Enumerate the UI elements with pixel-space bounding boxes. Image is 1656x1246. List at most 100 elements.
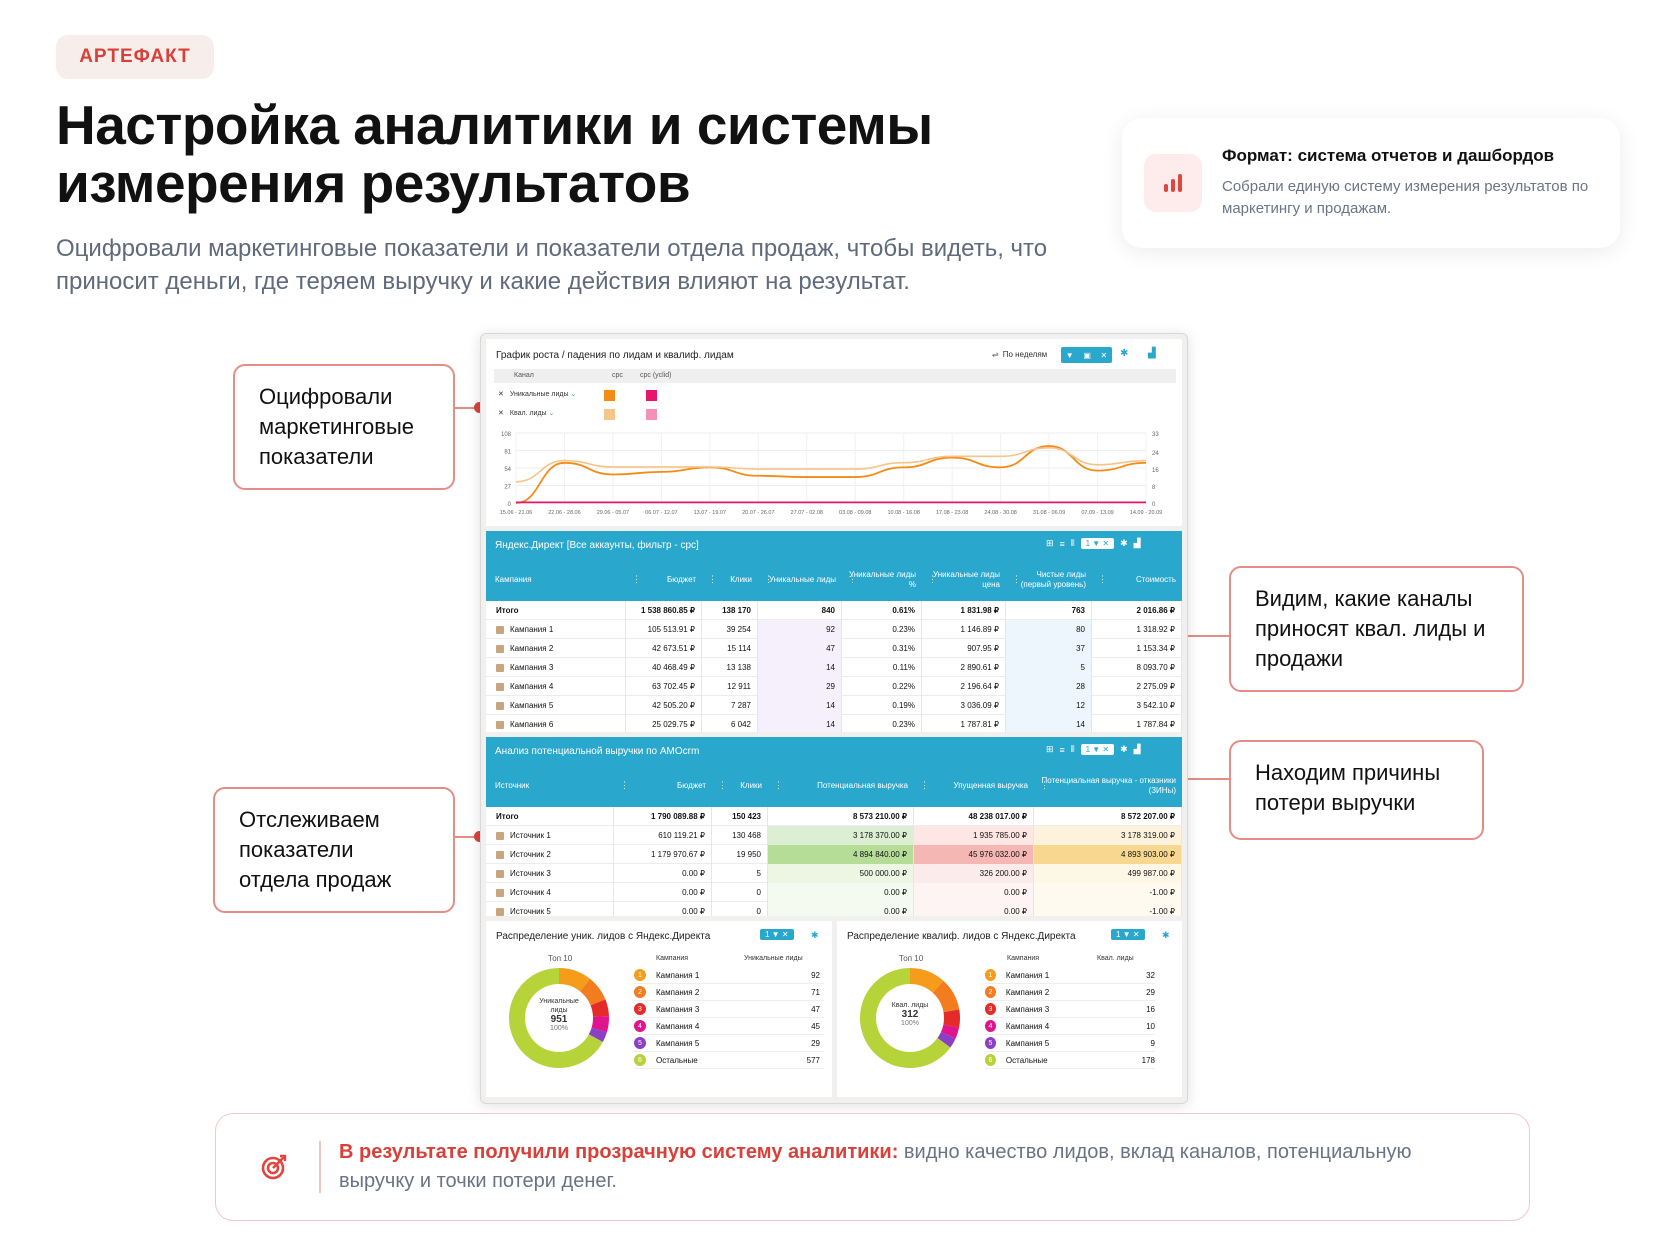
series-row-qual[interactable]: ✕ Квал. лиды ⌄ [498,410,555,417]
column-menu-icon[interactable]: ⋮ [774,780,783,790]
sort-icon[interactable]: ≡ [1059,538,1065,549]
table-row[interactable]: Кампания 4 63 702.45 ₽12 911 29 0.22% 2 196.… [486,677,1182,696]
legend-row[interactable]: 2 Кампания 2 29 [985,984,1155,1001]
table-row[interactable]: Кампания 5 42 505.20 ₽7 287 14 0.19% 3 036.0… [486,696,1182,715]
chart-type-icon[interactable]: ▟ [1133,538,1141,548]
legend-value: 9 [1150,1038,1155,1048]
table-cell: 47 [758,639,842,658]
column-menu-icon[interactable]: ⋮ [928,574,937,584]
period-selector[interactable]: ⇌ По неделям [992,350,1048,359]
campaign-icon [496,644,504,653]
column-header[interactable]: Потенциальная выручка - отказники (ЗИНы) [1041,776,1176,795]
table-cell: Кампания 3 [486,658,626,677]
legend-row[interactable]: 5 Кампания 5 29 [634,1035,824,1052]
legend-value: 10 [1146,1021,1155,1031]
table-cell: 1 146.89 ₽ [922,620,1006,639]
legend-row[interactable]: 2 Кампания 2 71 [634,984,824,1001]
columns-icon[interactable]: ⫴ [1070,744,1075,754]
legend-row[interactable]: 5 Кампания 5 9 [985,1035,1155,1052]
filter-chip[interactable]: 1 ▼ ✕ [1080,538,1115,549]
table-cell: Источник 4 [486,883,614,902]
table-cell: 3 036.09 ₽ [922,696,1006,715]
series-row-unique[interactable]: ✕ Уникальные лиды ⌄ [498,391,577,398]
columns-icon[interactable]: ▣ [1083,350,1091,360]
column-header[interactable]: Бюджет [677,781,706,790]
column-header[interactable]: Уникальные лиды % [849,570,916,589]
column-header[interactable]: Клики [730,575,752,584]
campaign-icon [496,682,504,691]
swatch-qual-cpc [604,409,615,420]
column-menu-icon[interactable]: ⋮ [718,780,727,790]
connector-dot [474,402,485,413]
legend-value: 178 [1141,1055,1155,1065]
column-header[interactable]: Уникальные лиды цена [933,570,1000,589]
column-header[interactable]: Источник [495,781,530,790]
column-menu-icon[interactable]: ⋮ [708,574,717,584]
column-menu-icon[interactable]: ⋮ [848,574,857,584]
table-row[interactable]: Источник 3 0.00 ₽5 500 000.00 ₽326 200.00 … [486,864,1182,883]
table-row[interactable]: Источник 5 0.00 ₽0 0.00 ₽0.00 ₽ -1.00 ₽ [486,902,1182,916]
table-cell: 1 935 785.00 ₽ [914,826,1034,845]
legend-row[interactable]: 4 Кампания 4 10 [985,1018,1155,1035]
filter-chip[interactable]: 1 ▼ ✕ [760,929,794,940]
column-header[interactable]: Кампания [495,575,532,584]
settings-icon[interactable]: ✱ [1120,348,1129,359]
result-card: В результате получили прозрачную систему… [215,1113,1530,1221]
legend-row[interactable]: 6 Остальные 577 [634,1052,824,1069]
column-menu-icon[interactable]: ⋮ [764,574,773,584]
column-menu-icon[interactable]: ⋮ [920,780,929,790]
column-header[interactable]: Бюджет [667,575,696,584]
column-header[interactable]: Чистые лиды (первый уровень) [1020,570,1086,589]
column-menu-icon[interactable]: ⋮ [632,574,641,584]
chart-type-icon[interactable]: ▟ [1133,744,1141,754]
chart-type-icon[interactable]: ▟ [1148,348,1156,359]
table-row[interactable]: Кампания 3 40 468.49 ₽13 138 14 0.11% 2 890.… [486,658,1182,677]
column-header[interactable]: Потенциальная выручка [817,781,908,790]
legend-row[interactable]: 1 Кампания 1 32 [985,967,1155,984]
legend-label: Кампания 1 [1005,970,1050,980]
filter-toolbar[interactable]: ▼ ▣ ✕ [1061,347,1112,363]
legend-row[interactable]: 3 Кампания 3 47 [634,1001,824,1018]
table-row[interactable]: Кампания 2 42 673.51 ₽15 114 47 0.31% 907.95… [486,639,1182,658]
table-cell: 19 950 [712,845,768,864]
column-menu-icon[interactable]: ⋮ [620,780,629,790]
column-menu-icon[interactable]: ⋮ [1012,574,1021,584]
add-icon[interactable]: ⊞ [1046,744,1054,754]
table-row[interactable]: Кампания 1 105 513.91 ₽39 254 92 0.23% 1 146… [486,620,1182,639]
table-row[interactable]: Источник 4 0.00 ₽0 0.00 ₽0.00 ₽ -1.00 ₽ [486,883,1182,902]
add-icon[interactable]: ⊞ [1046,538,1054,548]
legend-row[interactable]: 1 Кампания 1 92 [634,967,824,984]
settings-icon[interactable]: ✱ [1162,930,1170,940]
settings-icon[interactable]: ✱ [1120,538,1128,548]
filter-chip[interactable]: 1 ▼ ✕ [1111,929,1145,940]
total-row: Итого 1 538 860.85 ₽138 170 840 0.61% 1 831.… [486,601,1182,620]
legend-row[interactable]: 4 Кампания 4 45 [634,1018,824,1035]
legend-row[interactable]: 3 Кампания 3 16 [985,1001,1155,1018]
donut-slice [940,1024,960,1039]
settings-icon[interactable]: ✱ [811,930,819,940]
settings-icon[interactable]: ✱ [1120,744,1128,754]
column-header[interactable]: Стоимость [1135,575,1176,584]
callout-channels: Видим, какие каналы приносят квал. лиды … [1229,566,1524,692]
column-menu-icon[interactable]: ⋮ [1098,574,1107,584]
legend-row[interactable]: 6 Остальные 178 [985,1052,1155,1069]
column-header[interactable]: Клики [740,781,762,790]
column-header[interactable]: Упущенная выручка [953,781,1029,790]
close-icon[interactable]: ✕ [1100,350,1108,360]
filter-icon[interactable]: ▼ [1065,350,1074,360]
legend-label: Кампания 4 [1005,1021,1050,1031]
table-cell: 0.00 ₽ [768,902,914,916]
line-chart: 0 27 54 81 108 0 8 16 24 33 15.06 - 21.06 22.06 - 2… [500,432,1162,516]
column-menu-icon[interactable]: ⋮ [1040,780,1049,790]
swatch-unique-cpc [604,390,615,401]
table-row[interactable]: Кампания 6 25 029.75 ₽6 042 14 0.23% 1 787.8… [486,715,1182,732]
table-row[interactable]: Источник 1 610 119.21 ₽130 468 3 178 370.0… [486,826,1182,845]
sort-icon[interactable]: ≡ [1059,744,1065,755]
amo-table-panel: Анализ потенциальной выручки по AMOcrm ⊞… [486,737,1182,916]
column-header[interactable]: Уникальные лиды [769,575,836,584]
connector-dot [474,831,485,842]
rank-badge: 4 [985,1020,996,1032]
columns-icon[interactable]: ⫴ [1070,538,1075,548]
filter-chip[interactable]: 1 ▼ ✕ [1080,744,1115,755]
